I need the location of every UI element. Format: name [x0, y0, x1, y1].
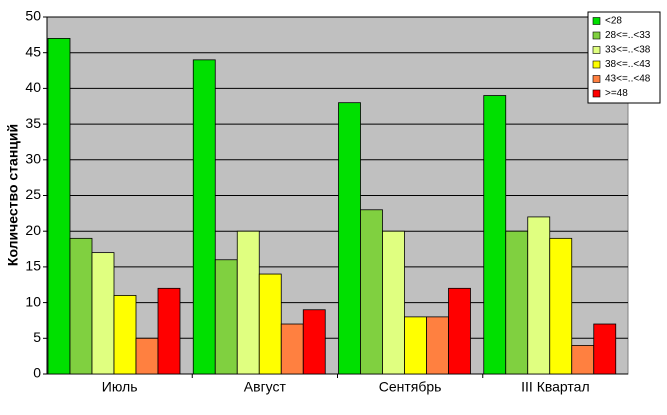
- legend-label: >=48: [605, 88, 628, 99]
- y-tick-label: 40: [25, 79, 41, 95]
- bar: [236, 230, 260, 375]
- bar: [338, 102, 361, 375]
- y-tick-label: 10: [25, 293, 41, 309]
- bar: [382, 230, 405, 375]
- bar: [135, 337, 159, 375]
- x-tick-label: Август: [244, 379, 287, 395]
- legend-label: 43<=..<48: [605, 74, 651, 85]
- bar: [47, 38, 71, 375]
- y-tick-label: 50: [25, 8, 41, 24]
- bar: [527, 216, 551, 375]
- bar: [448, 287, 471, 375]
- legend-swatch: [592, 89, 601, 98]
- x-tick-label: Сентябрь: [379, 379, 442, 395]
- x-tick-label: Июль: [102, 379, 138, 395]
- legend-label: 28<=..<33: [605, 30, 651, 41]
- legend-swatch: [592, 17, 601, 25]
- legend-swatch: [592, 75, 601, 83]
- bar: [571, 345, 595, 375]
- x-tick-label: III Квартал: [521, 379, 589, 395]
- bar: [360, 209, 383, 375]
- y-axis-label: Количество станций: [5, 124, 21, 266]
- y-tick-label: 45: [25, 43, 41, 59]
- bar: [483, 95, 507, 375]
- bar: [302, 309, 326, 375]
- y-tick-label: 0: [33, 365, 41, 381]
- bar: [157, 287, 181, 375]
- y-tick-label: 35: [25, 115, 41, 131]
- bar: [505, 230, 529, 375]
- bar: [426, 316, 449, 375]
- bar: [91, 252, 115, 375]
- bar: [192, 59, 216, 375]
- legend-swatch: [592, 46, 601, 54]
- y-tick-label: 20: [25, 222, 41, 238]
- bar: [113, 295, 137, 375]
- bar: [214, 259, 238, 375]
- bar: [404, 316, 427, 375]
- legend-box: [587, 11, 661, 104]
- legend-label: 33<=..<38: [605, 45, 651, 56]
- legend-label: 38<=..<43: [605, 59, 651, 70]
- legend-swatch: [592, 31, 601, 40]
- legend-label: <28: [605, 16, 622, 27]
- y-tick-label: 30: [25, 151, 41, 167]
- bar: [69, 237, 93, 375]
- y-tick-label: 15: [25, 258, 41, 274]
- y-tick-label: 5: [33, 329, 41, 345]
- bar: [258, 273, 282, 375]
- bar: [593, 323, 617, 375]
- legend: <28 28<=..<33 33<=..<38 38<=..<43 43<=..<48 >…: [587, 11, 661, 104]
- bar: [549, 237, 573, 375]
- bar: [280, 323, 304, 375]
- y-tick-label: 25: [25, 186, 41, 202]
- legend-swatch: [592, 60, 601, 69]
